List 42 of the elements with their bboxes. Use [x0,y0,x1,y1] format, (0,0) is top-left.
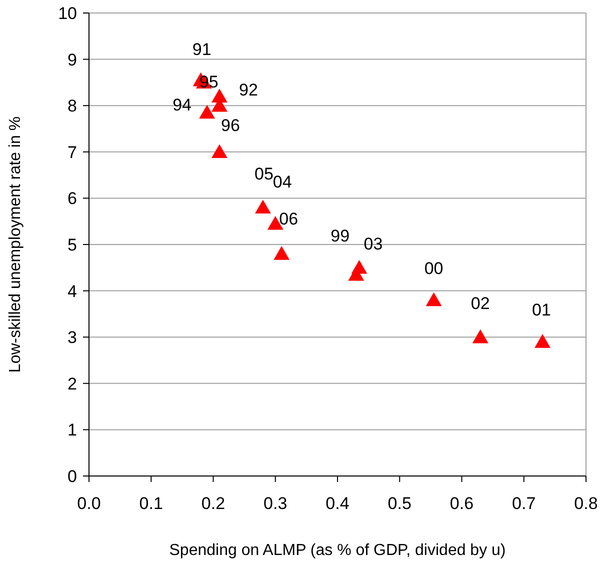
y-tick-label: 3 [68,328,77,348]
annotation: 05 [254,164,274,184]
point [274,246,290,260]
annotation: 02 [470,294,490,314]
annotation: 96 [221,116,240,135]
y-axis-title: Low-skilled unemployment rate in % [7,116,24,373]
annotation: 00 [424,259,444,278]
x-tick-label: 0.5 [388,494,412,513]
annotation: 99 [330,226,350,246]
y-tick-label: 4 [68,282,77,301]
point [199,104,216,119]
y-tick-label: 1 [68,420,77,440]
x-axis-title: Spending on ALMP (as % of GDP, divided by u) [169,542,506,559]
y-tick-label: 10 [58,4,77,23]
y-tick-label: 8 [68,96,77,116]
annotation: 03 [364,234,383,254]
point [254,200,271,214]
y-tick-label: 6 [68,189,77,208]
y-tick-label: 5 [68,235,77,254]
x-tick-label: 0.2 [201,494,226,513]
annotation: 01 [532,300,551,320]
annotation: 06 [279,210,298,229]
point [534,334,550,348]
annotation: 04 [272,172,292,192]
y-tick-label: 2 [68,374,77,394]
y-tick-label: 9 [68,50,77,70]
y-tick-label: 0 [68,466,77,486]
point [211,144,228,158]
point [351,260,368,274]
x-tick-label: 0.7 [512,494,536,513]
point [426,292,442,306]
annotation: 91 [192,40,212,60]
annotation: 92 [239,80,258,100]
x-tick-label: 0.0 [77,494,101,513]
y-tick-label: 7 [68,142,77,162]
x-tick-label: 0.8 [574,494,598,513]
x-tick-label: 0.6 [450,494,474,513]
x-tick-label: 0.3 [264,494,288,513]
annotation: 94 [172,95,192,114]
point [472,329,488,344]
x-tick-label: 0.4 [326,494,350,513]
x-tick-label: 0.1 [139,494,163,513]
